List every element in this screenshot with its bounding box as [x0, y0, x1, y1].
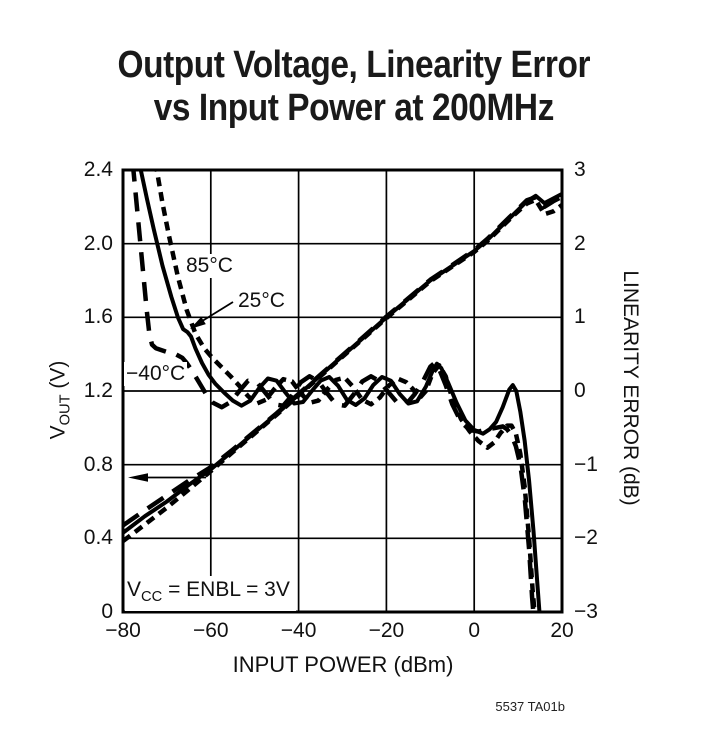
chart-title-line2: vs Input Power at 200MHz [153, 87, 555, 129]
y-left-tick-label: 0.4 [83, 526, 113, 550]
label-25c-arrow-head [190, 316, 206, 329]
plot-border [121, 168, 564, 614]
x-axis-title: INPUT POWER (dBm) [232, 652, 454, 677]
y-left-tick-label: 1.2 [83, 379, 113, 402]
curve-label-minus40c: −40°C [124, 362, 188, 386]
vout-axis-arrow-head [128, 473, 148, 482]
chart-title: Output Voltage, Linearity Error vs Input… [41, 44, 666, 130]
x-tick-label: 20 [550, 619, 574, 642]
y-left-tick-label: 0.8 [83, 452, 113, 476]
y-right-tick-label: 2 [574, 231, 586, 255]
condition-text: = ENBL = 3V [162, 578, 290, 601]
curve-vout--40c [123, 194, 562, 528]
y-right-tick-label: −3 [574, 600, 598, 623]
y-left-tick-label: 0 [101, 600, 113, 623]
chart-title-line1: Output Voltage, Linearity Error [117, 44, 591, 86]
figure-number: 5537 TA01b [495, 699, 565, 714]
curve-linearity-error-25c [138, 170, 542, 612]
condition-v: V [127, 578, 142, 601]
x-tick-label: −80 [105, 619, 141, 642]
label-25c-arrow-line [198, 301, 234, 324]
y-right-tick-label: 1 [574, 305, 586, 329]
y-right-tick-label: −2 [574, 526, 598, 550]
y-right-tick-label: 3 [574, 158, 586, 181]
y-left-tick-label: 2.4 [83, 158, 113, 181]
y-left-tick-label: 1.6 [83, 305, 113, 329]
curve-linearity-error--40c [131, 170, 536, 612]
x-tick-label: −20 [368, 619, 405, 642]
curve-linearity-error-85c [154, 170, 537, 612]
x-tick-label: −60 [192, 619, 229, 642]
curve-vout-85c [123, 197, 562, 543]
x-tick-label: 0 [468, 619, 481, 642]
y-right-tick-label: −1 [574, 452, 598, 476]
x-tick-label: −40 [280, 619, 317, 642]
y-left-symbol: V [46, 425, 70, 440]
condition-subscript: CC [141, 589, 163, 606]
curve-label-85c: 85°C [184, 254, 235, 278]
curve-label-25c: 25°C [236, 289, 287, 313]
y-right-tick-label: 0 [574, 379, 586, 402]
y-left-tick-label: 2.0 [83, 231, 113, 255]
condition-note: VCC = ENBL = 3V [125, 576, 296, 612]
